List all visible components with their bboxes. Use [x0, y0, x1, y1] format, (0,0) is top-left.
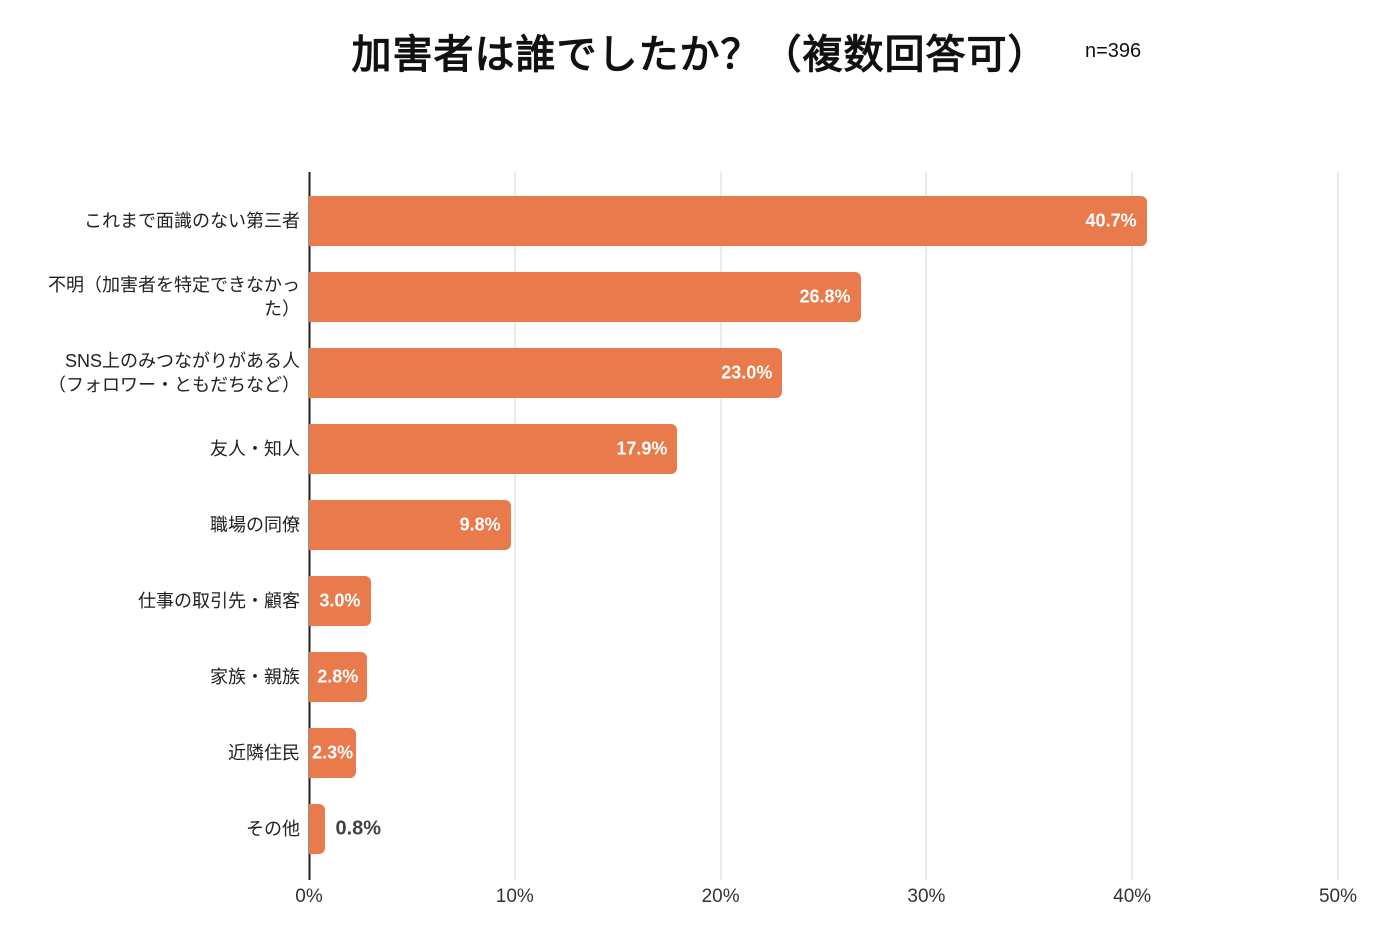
- bar: 40.7%: [309, 196, 1147, 246]
- bar: 9.8%: [309, 500, 511, 550]
- value-label: 9.8%: [459, 514, 501, 535]
- category-row: 友人・知人: [0, 411, 300, 487]
- sample-size-note: n=396: [1085, 40, 1142, 62]
- category-label: 仕事の取引先・顧客: [138, 590, 300, 611]
- category-row: 近隣住民: [0, 715, 300, 791]
- value-label: 23.0%: [721, 362, 773, 383]
- value-label: 3.0%: [319, 590, 361, 611]
- bar: 3.0%: [309, 576, 371, 626]
- category-label: その他: [246, 818, 300, 839]
- bar: 0.8%: [309, 804, 381, 854]
- category-label: 職場の同僚: [210, 514, 300, 535]
- chart-title: 加害者は誰でしたか？（複数回答可）: [351, 33, 1049, 77]
- x-tick-label: 20%: [701, 886, 740, 907]
- bar: 2.8%: [309, 652, 367, 702]
- value-label: 2.3%: [312, 742, 354, 763]
- bar: 2.3%: [309, 728, 357, 778]
- bar: 26.8%: [309, 272, 861, 322]
- gridline: [1131, 172, 1133, 880]
- bar-row: 2.8%: [309, 639, 1338, 715]
- category-row: SNS上のみつながりがある人 （フォロワー・ともだちなど）: [0, 335, 300, 411]
- value-label: 0.8%: [335, 817, 382, 840]
- category-row: これまで面識のない第三者: [0, 183, 300, 259]
- x-axis: 0% 10% 20% 30% 40% 50%: [295, 886, 1357, 914]
- category-label: 不明（加害者を特定できなかっ た）: [48, 274, 300, 319]
- gridline: [925, 172, 927, 880]
- gridline: [720, 172, 722, 880]
- bar-row: 0.8%: [309, 791, 1338, 867]
- gridline: [1337, 172, 1339, 880]
- category-label: 近隣住民: [228, 742, 300, 763]
- bar-row: 9.8%: [309, 487, 1338, 563]
- bar-row: 3.0%: [309, 563, 1338, 639]
- category-label: 家族・親族: [210, 666, 300, 687]
- value-label: 2.8%: [317, 666, 359, 687]
- category-row: その他: [0, 791, 300, 867]
- category-label: これまで面識のない第三者: [84, 210, 300, 231]
- category-row: 不明（加害者を特定できなかっ た）: [0, 259, 300, 335]
- x-tick-label: 10%: [495, 886, 534, 907]
- x-tick-label: 30%: [907, 886, 946, 907]
- bar-row: 26.8%: [309, 259, 1338, 335]
- value-label: 17.9%: [616, 438, 668, 459]
- bar-row: 2.3%: [309, 715, 1338, 791]
- bar-row: 40.7%: [309, 183, 1338, 259]
- category-label: 友人・知人: [210, 438, 300, 459]
- bar: 23.0%: [309, 348, 783, 398]
- category-label: SNS上のみつながりがある人 （フォロワー・ともだちなど）: [48, 350, 300, 395]
- value-label: 40.7%: [1085, 210, 1137, 231]
- x-tick-label: 50%: [1318, 886, 1358, 907]
- category-row: 職場の同僚: [0, 487, 300, 563]
- value-label: 26.8%: [799, 286, 851, 307]
- x-tick-label: 0%: [295, 886, 323, 907]
- category-axis: これまで面識のない第三者不明（加害者を特定できなかっ た） SNS上のみつながりが…: [0, 183, 300, 867]
- category-row: 家族・親族: [0, 639, 300, 715]
- bar-row: 23.0%: [309, 335, 1338, 411]
- bar-row: 17.9%: [309, 411, 1338, 487]
- category-row: 仕事の取引先・顧客: [0, 563, 300, 639]
- bar: 17.9%: [309, 424, 678, 474]
- x-tick-label: 40%: [1113, 886, 1152, 907]
- bar-rows: 40.7% 26.8% 23.0% 17.9% 9.8% 3.0% 2.8% 2.3% 0.8%: [309, 183, 1338, 867]
- gridline: [514, 172, 516, 880]
